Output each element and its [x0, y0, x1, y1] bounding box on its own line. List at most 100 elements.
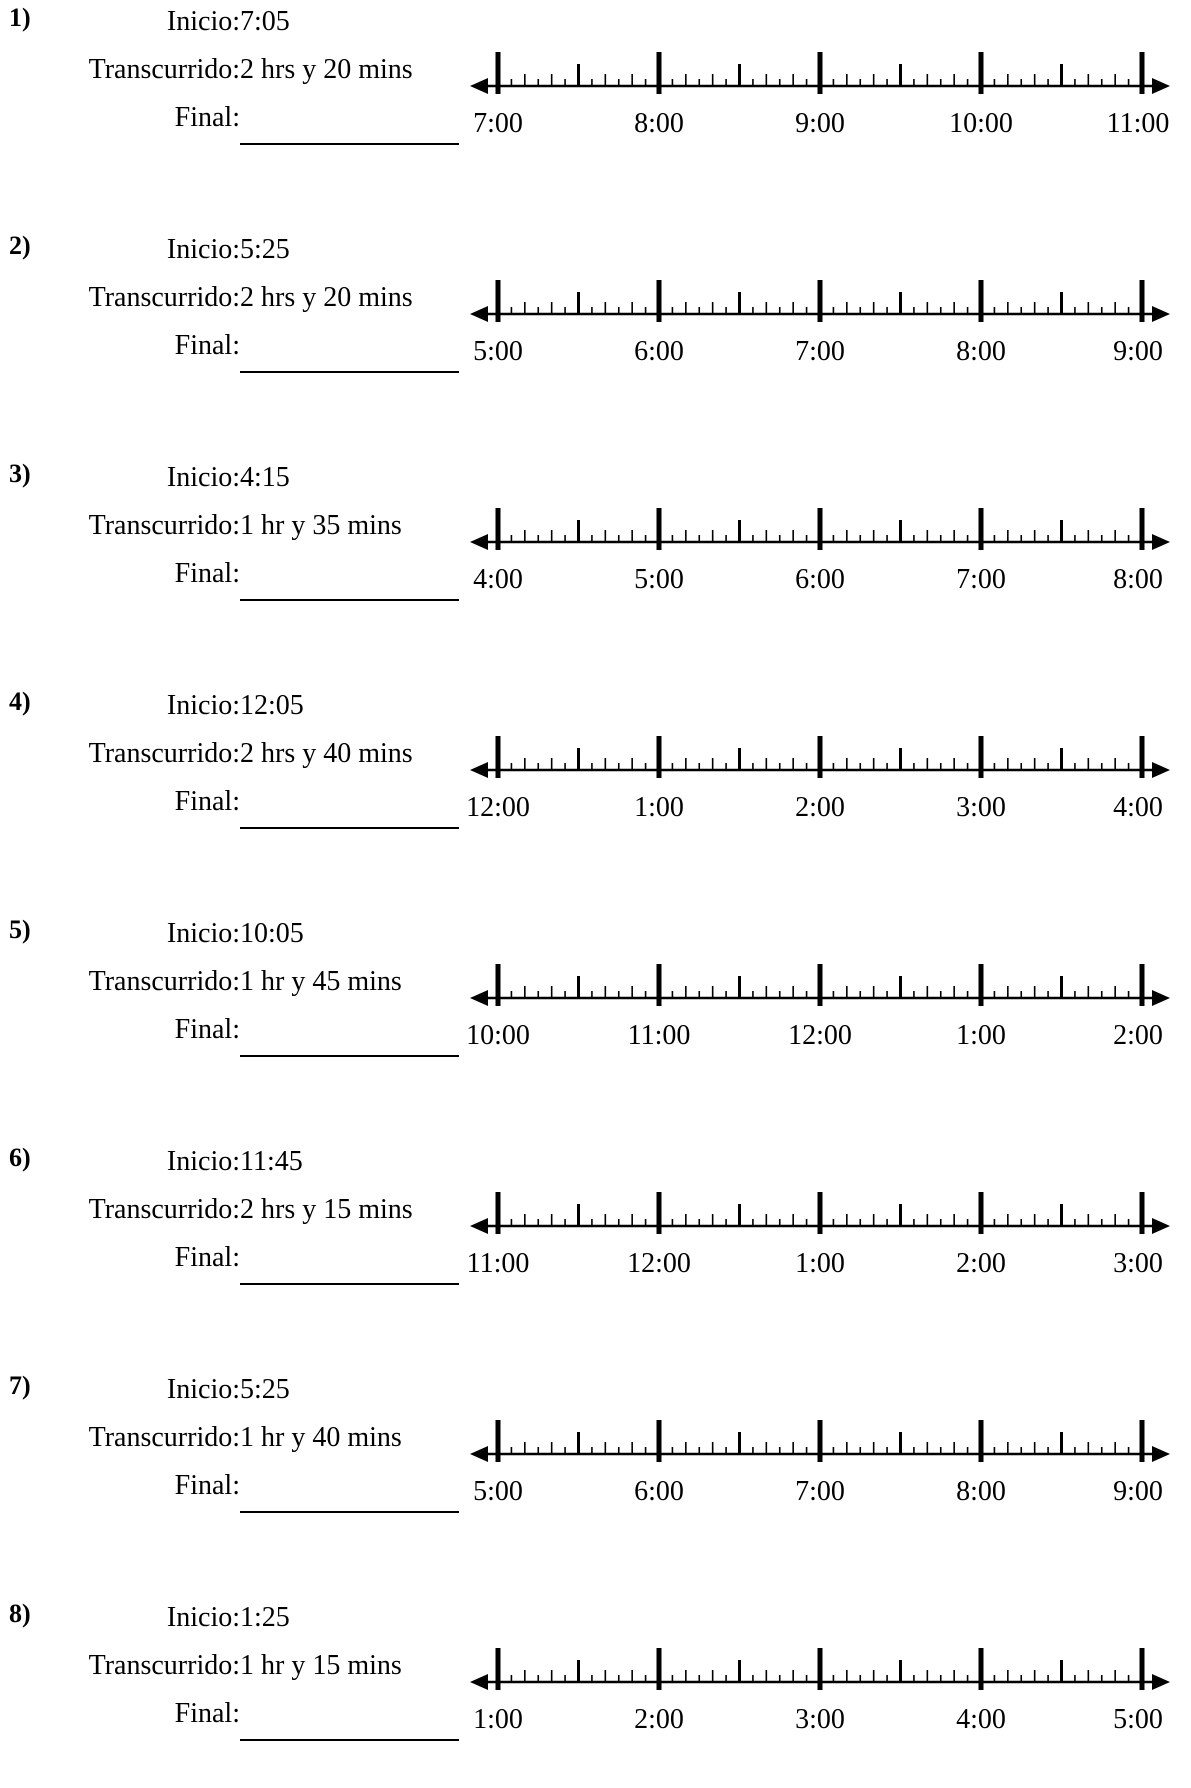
final-answer-blank[interactable]: [240, 371, 459, 373]
elapsed-value: 2 hrs y 20 mins: [240, 282, 413, 313]
hour-tick-label: 1:00: [795, 1248, 845, 1279]
start-value: 4:15: [240, 462, 290, 493]
start-label: Inicio:: [166, 1602, 240, 1633]
hour-tick-label: 5:00: [473, 336, 523, 367]
right-arrow-icon: [1152, 306, 1170, 322]
number-line: [470, 964, 1170, 1006]
final-label: Final:: [174, 330, 240, 361]
final-answer-blank[interactable]: [240, 1283, 459, 1285]
hour-tick-label: 2:00: [795, 792, 845, 823]
hour-tick-label: 3:00: [1113, 1248, 1163, 1279]
hour-tick-label: 1:00: [956, 1020, 1006, 1051]
right-arrow-icon: [1152, 1674, 1170, 1690]
hour-tick-label: 6:00: [795, 564, 845, 595]
right-arrow-icon: [1152, 78, 1170, 94]
hour-tick-label: 7:00: [473, 108, 523, 139]
right-arrow-icon: [1152, 1446, 1170, 1462]
number-line: [470, 1420, 1170, 1462]
elapsed-label: Transcurrido:: [88, 282, 240, 313]
right-arrow-icon: [1152, 990, 1170, 1006]
hour-tick-label: 3:00: [795, 1704, 845, 1735]
left-arrow-icon: [470, 1446, 488, 1462]
elapsed-label: Transcurrido:: [88, 738, 240, 769]
final-answer-blank[interactable]: [240, 143, 459, 145]
elapsed-value: 1 hr y 15 mins: [240, 1650, 402, 1681]
elapsed-label: Transcurrido:: [88, 54, 240, 85]
final-label: Final:: [174, 1242, 240, 1273]
final-label: Final:: [174, 102, 240, 133]
elapsed-value: 1 hr y 35 mins: [240, 510, 402, 541]
final-label: Final:: [174, 1014, 240, 1045]
elapsed-value: 1 hr y 40 mins: [240, 1422, 402, 1453]
final-label: Final:: [174, 786, 240, 817]
problem-number: 7): [9, 1371, 31, 1400]
left-arrow-icon: [470, 1674, 488, 1690]
start-label: Inicio:: [166, 1146, 240, 1177]
problem: 6) Inicio: 11:45 Transcurrido: 2 hrs y 15 mi…: [0, 1142, 1191, 1332]
hour-tick-label: 10:00: [466, 1020, 530, 1051]
right-arrow-icon: [1152, 1218, 1170, 1234]
hour-tick-label: 8:00: [956, 1476, 1006, 1507]
problem-number: 4): [9, 687, 31, 716]
start-label: Inicio:: [166, 6, 240, 37]
hour-tick-label: 12:00: [627, 1248, 691, 1279]
start-value: 12:05: [240, 690, 304, 721]
number-line: [470, 508, 1170, 550]
problem-number: 3): [9, 459, 31, 488]
number-line: [470, 736, 1170, 778]
start-label: Inicio:: [166, 462, 240, 493]
left-arrow-icon: [470, 534, 488, 550]
elapsed-value: 2 hrs y 20 mins: [240, 54, 413, 85]
hour-tick-label: 1:00: [473, 1704, 523, 1735]
hour-tick-label: 9:00: [1113, 336, 1163, 367]
start-value: 1:25: [240, 1602, 290, 1633]
hour-tick-label: 8:00: [1113, 564, 1163, 595]
start-value: 10:05: [240, 918, 304, 949]
elapsed-label: Transcurrido:: [88, 510, 240, 541]
problem: 8) Inicio: 1:25 Transcurrido: 1 hr y 15 mins…: [0, 1598, 1191, 1788]
final-label: Final:: [174, 1470, 240, 1501]
problem-number: 6): [9, 1143, 31, 1172]
hour-tick-label: 12:00: [788, 1020, 852, 1051]
hour-tick-label: 2:00: [634, 1704, 684, 1735]
final-answer-blank[interactable]: [240, 827, 459, 829]
final-answer-blank[interactable]: [240, 1055, 459, 1057]
final-answer-blank[interactable]: [240, 599, 459, 601]
number-line: [470, 52, 1170, 94]
hour-tick-label: 2:00: [1113, 1020, 1163, 1051]
hour-tick-label: 3:00: [956, 792, 1006, 823]
hour-tick-label: 7:00: [956, 564, 1006, 595]
final-answer-blank[interactable]: [240, 1739, 459, 1741]
elapsed-value: 2 hrs y 15 mins: [240, 1194, 413, 1225]
hour-tick-label: 5:00: [473, 1476, 523, 1507]
start-value: 7:05: [240, 6, 290, 37]
problem: 2) Inicio: 5:25 Transcurrido: 2 hrs y 20 min…: [0, 230, 1191, 420]
elapsed-label: Transcurrido:: [88, 1650, 240, 1681]
hour-tick-label: 6:00: [634, 336, 684, 367]
hour-tick-label: 7:00: [795, 1476, 845, 1507]
number-line: [470, 1192, 1170, 1234]
hour-tick-label: 12:00: [466, 792, 530, 823]
problem-number: 8): [9, 1599, 31, 1628]
start-label: Inicio:: [166, 690, 240, 721]
left-arrow-icon: [470, 990, 488, 1006]
hour-tick-label: 4:00: [956, 1704, 1006, 1735]
final-answer-blank[interactable]: [240, 1511, 459, 1513]
right-arrow-icon: [1152, 534, 1170, 550]
hour-tick-label: 4:00: [473, 564, 523, 595]
final-label: Final:: [174, 558, 240, 589]
start-label: Inicio:: [166, 234, 240, 265]
hour-tick-label: 4:00: [1113, 792, 1163, 823]
problem: 7) Inicio: 5:25 Transcurrido: 1 hr y 40 mins…: [0, 1370, 1191, 1560]
left-arrow-icon: [470, 78, 488, 94]
elapsed-value: 1 hr y 45 mins: [240, 966, 402, 997]
right-arrow-icon: [1152, 762, 1170, 778]
hour-tick-label: 11:00: [466, 1248, 530, 1279]
hour-tick-label: 5:00: [1113, 1704, 1163, 1735]
hour-tick-label: 7:00: [795, 336, 845, 367]
elapsed-value: 2 hrs y 40 mins: [240, 738, 413, 769]
final-label: Final:: [174, 1698, 240, 1729]
hour-tick-label: 11:00: [1106, 108, 1170, 139]
start-value: 11:45: [240, 1146, 303, 1177]
left-arrow-icon: [470, 762, 488, 778]
